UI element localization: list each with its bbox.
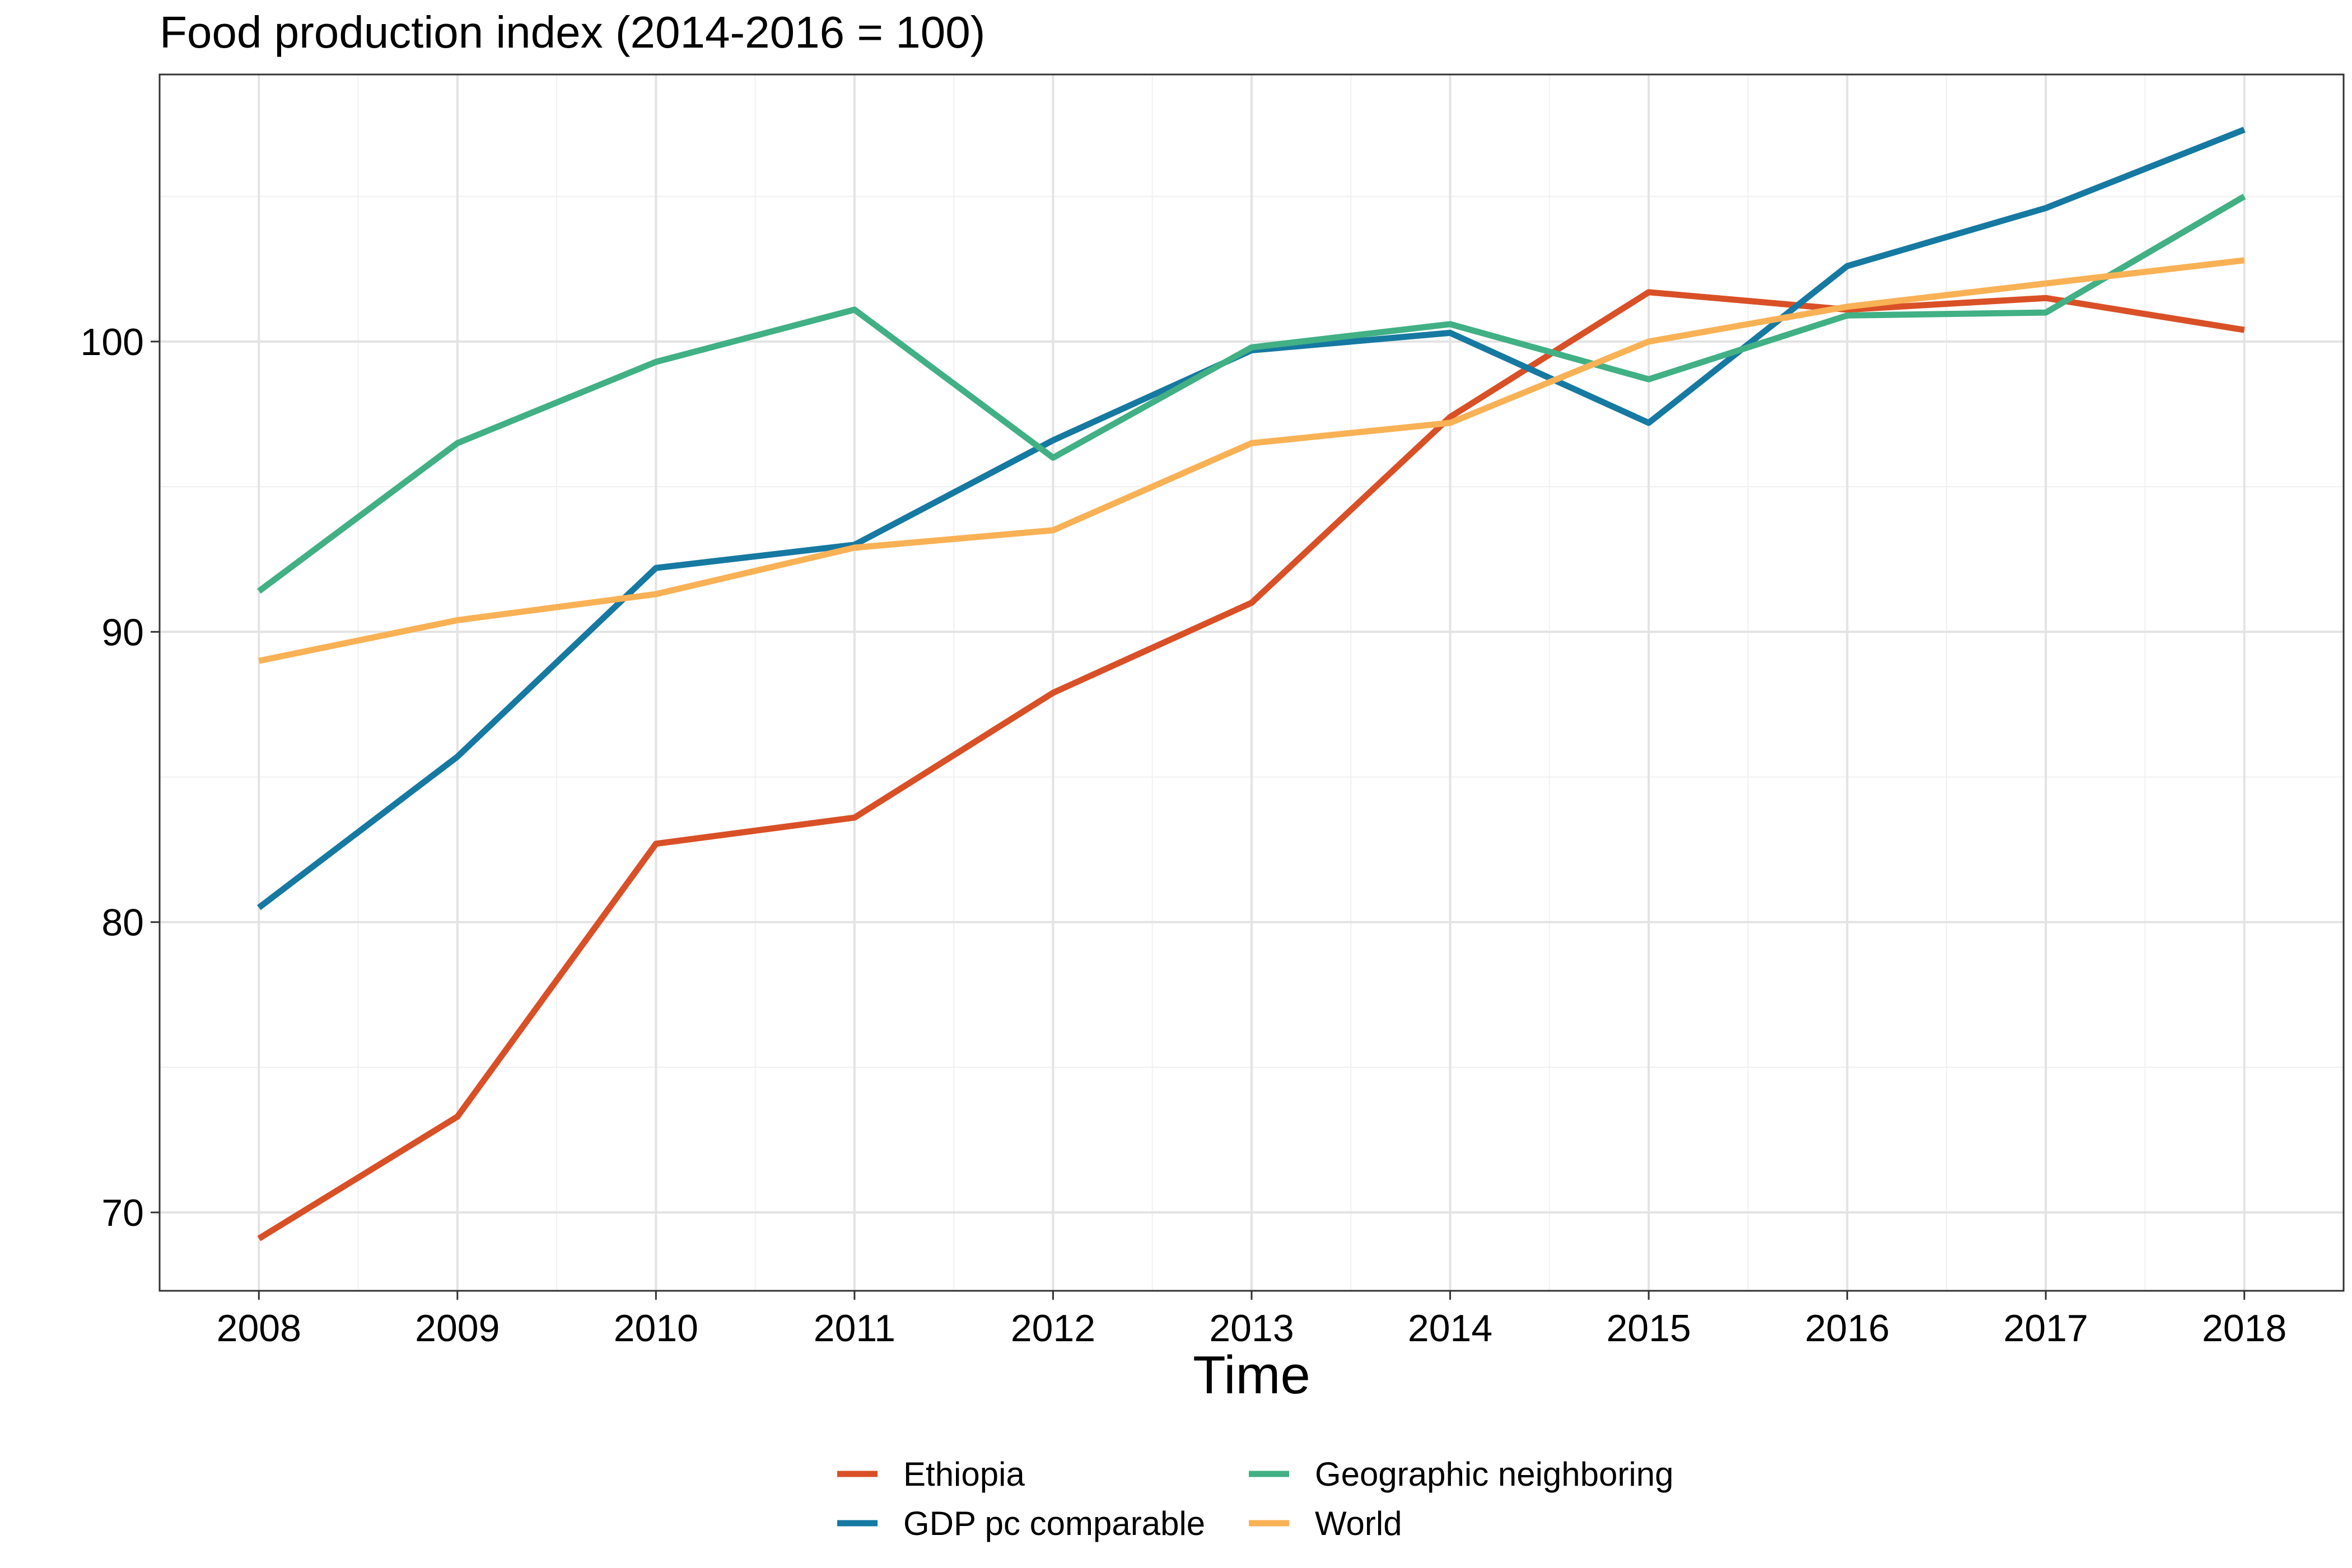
series-line-ethiopia (257, 289, 2245, 1242)
x-tick-label: 2015 (1606, 1307, 1691, 1350)
legend-label: Geographic neighboring (1315, 1455, 1673, 1493)
x-tick-label: 2016 (1805, 1307, 1889, 1350)
legend-label: Ethiopia (903, 1455, 1025, 1493)
series-line-world (258, 257, 2245, 664)
axes: 2008 2009 2010 2011 2012 2013 2014 2015 2016 2017… (81, 321, 2287, 1350)
x-tick-label: 2018 (2202, 1307, 2286, 1350)
x-tick-label: 2014 (1408, 1307, 1492, 1350)
x-tick-label: 2008 (217, 1307, 301, 1350)
x-tick-label: 2013 (1209, 1307, 1294, 1350)
legend: Ethiopia GDP pc comparable Geographic neig… (837, 1455, 1673, 1542)
y-tick-label: 70 (101, 1192, 144, 1234)
legend-item-world: World (1249, 1505, 1402, 1542)
y-tick-label: 90 (101, 611, 144, 654)
legend-label: GDP pc comparable (903, 1505, 1205, 1542)
y-tick-label: 80 (101, 902, 144, 944)
x-tick-label: 2017 (2004, 1307, 2088, 1350)
legend-label: World (1315, 1505, 1402, 1542)
x-axis-title: Time (1193, 1345, 1310, 1405)
series-line-geographic-neighboring (257, 193, 2246, 594)
legend-item-gdp-pc-comparable: GDP pc comparable (837, 1505, 1205, 1542)
chart-title: Food production index (2014-2016 = 100) (160, 7, 985, 57)
x-tick-label: 2010 (614, 1307, 698, 1350)
series-lines (256, 127, 2246, 1242)
legend-item-ethiopia: Ethiopia (837, 1455, 1025, 1493)
x-tick-label: 2009 (415, 1307, 500, 1350)
y-tick-label: 100 (81, 321, 144, 363)
x-tick-label: 2011 (814, 1307, 895, 1350)
x-tick-label: 2012 (1011, 1307, 1095, 1350)
legend-item-geographic-neighboring: Geographic neighboring (1249, 1455, 1673, 1493)
grid (160, 74, 2344, 1291)
